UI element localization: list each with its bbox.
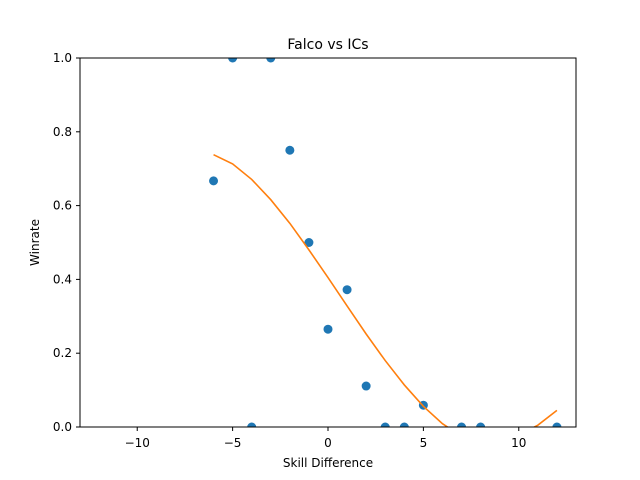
y-tick-label: 1.0 [53, 51, 72, 65]
x-tick-label: 5 [420, 436, 428, 450]
fit-curve [213, 153, 558, 427]
chart-title: Falco vs ICs [287, 37, 368, 53]
y-tick-label: 0.8 [53, 125, 72, 139]
data-point [304, 238, 314, 247]
data-point [380, 422, 390, 427]
data-point [228, 58, 238, 63]
y-tick-label: 0.6 [53, 199, 72, 213]
data-point [342, 285, 352, 295]
x-tick-label: −10 [125, 436, 150, 450]
data-point [209, 176, 219, 186]
data-point [323, 324, 333, 334]
x-axis-label: Skill Difference [283, 456, 373, 470]
data-point [552, 422, 562, 427]
data-point [399, 422, 409, 427]
y-tick-label: 0.2 [53, 346, 72, 360]
data-point [457, 422, 467, 427]
y-tick-label: 0.0 [53, 420, 72, 434]
data-point [285, 145, 295, 155]
y-axis-label: Winrate [28, 219, 42, 266]
x-tick-label: 0 [324, 436, 332, 450]
data-point [361, 381, 371, 391]
x-tick-label: −5 [224, 436, 242, 450]
data-point [247, 422, 257, 427]
data-point [266, 58, 276, 63]
data-point [476, 422, 486, 427]
y-tick-label: 0.4 [53, 272, 72, 286]
x-tick-label: 10 [511, 436, 526, 450]
